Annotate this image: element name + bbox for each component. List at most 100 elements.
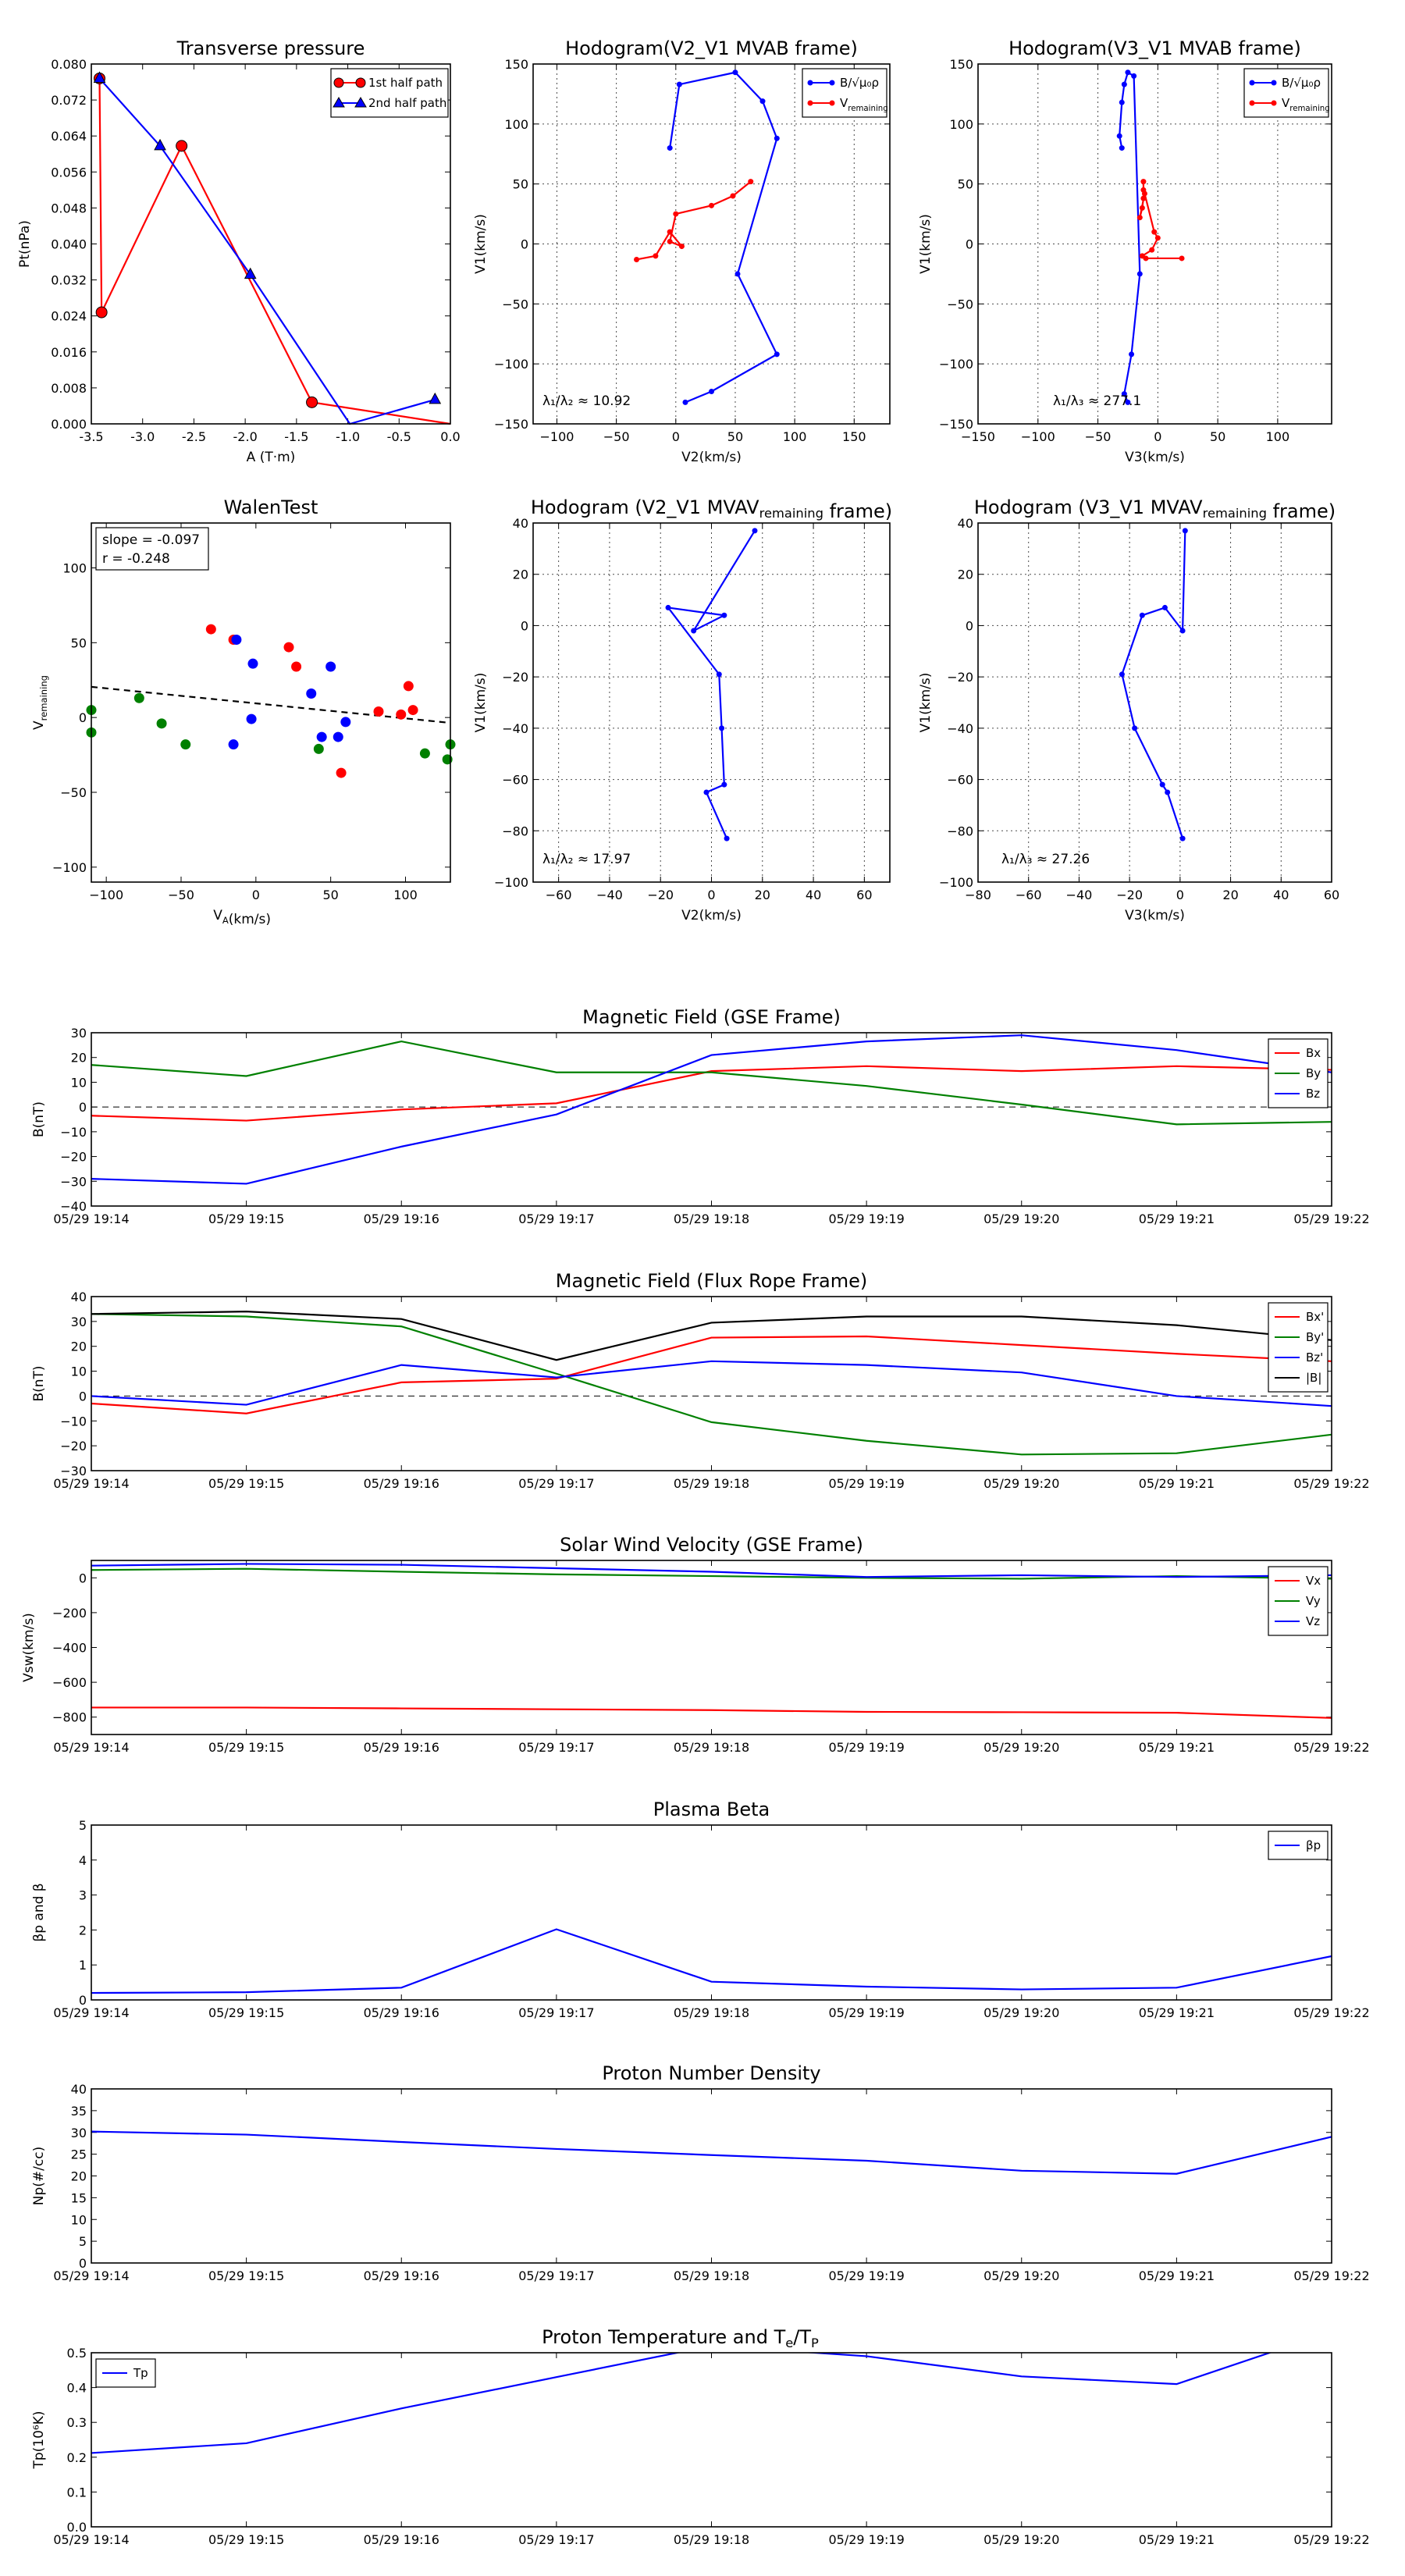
- y-tick-label: 5: [79, 1818, 87, 1833]
- x-tick-label: 05/29 19:17: [518, 2268, 594, 2283]
- x-tick-label: 05/29 19:17: [518, 1212, 594, 1226]
- x-tick-label: 0: [707, 888, 715, 902]
- data-point: [667, 229, 673, 235]
- transverse-pressure-chart: -3.5 -3.0 -2.5 -2.0 -1.5 -1.0 -0.5 0.0 0.000 0.00…: [17, 37, 461, 465]
- legend-label: βp: [1306, 1838, 1321, 1852]
- x-tick-label: 100: [393, 888, 418, 902]
- x-tick-label: 05/29 19:15: [208, 2532, 284, 2547]
- y-axis-label: Pt(nPa): [17, 220, 33, 268]
- y-tick-label: 40: [71, 2082, 87, 2097]
- y-tick-label: 50: [513, 177, 528, 192]
- series-line: [1119, 71, 1141, 403]
- y-axis-label: V1(km/s): [918, 673, 934, 733]
- y-tick-label: −40: [60, 1199, 87, 1214]
- data-point: [1151, 229, 1158, 235]
- y-tick-label: 10: [71, 1075, 87, 1090]
- legend-label: |B|: [1306, 1371, 1321, 1385]
- plot-frame: [91, 2352, 1332, 2528]
- data-point: [1154, 235, 1161, 241]
- x-tick-label: 05/29 19:14: [53, 1476, 129, 1491]
- y-tick-label: −60: [502, 773, 528, 788]
- data-point: [306, 688, 317, 699]
- data-point: [703, 789, 710, 795]
- x-tick-label: 0: [252, 888, 260, 902]
- y-tick-label: 0.2: [67, 2450, 87, 2465]
- y-tick-label: 20: [71, 1051, 87, 1066]
- series-line: [98, 78, 451, 425]
- y-tick-label: −100: [494, 357, 528, 372]
- data-point: [176, 140, 188, 152]
- y-tick-label: 35: [71, 2104, 87, 2119]
- x-tick-label: 05/29 19:16: [364, 2268, 439, 2283]
- series-line: [636, 180, 752, 261]
- x-tick-label: -3.0: [130, 429, 155, 444]
- x-tick-label: 40: [806, 888, 821, 902]
- y-tick-label: 0: [79, 1100, 87, 1115]
- chart-title: Hodogram(V2_V1 MVAB frame): [565, 37, 858, 59]
- x-tick-label: 05/29 19:22: [1293, 2268, 1369, 2283]
- data-point: [93, 71, 106, 83]
- y-tick-label: 0: [79, 1993, 87, 2008]
- legend-marker: [1249, 100, 1255, 106]
- x-tick-label: −60: [1016, 888, 1042, 902]
- legend-marker: [354, 97, 367, 108]
- data-point: [682, 399, 688, 405]
- y-tick-label: 0.040: [51, 237, 87, 252]
- x-tick-label: 05/29 19:21: [1139, 2268, 1215, 2283]
- y-tick-label: −50: [502, 297, 528, 311]
- x-tick-label: -2.5: [182, 429, 206, 444]
- x-tick-label: 50: [322, 888, 338, 902]
- x-tick-label: 05/29 19:22: [1293, 2005, 1369, 2020]
- y-tick-label: −60: [947, 773, 973, 788]
- x-tick-label: 05/29 19:16: [364, 2005, 439, 2020]
- x-tick-label: 05/29 19:16: [364, 1740, 439, 1755]
- data-point: [1119, 671, 1125, 678]
- data-point: [419, 748, 430, 759]
- x-tick-label: 60: [856, 888, 872, 902]
- data-point: [730, 193, 736, 199]
- y-tick-label: −100: [939, 357, 973, 372]
- plot-area: [91, 1928, 1332, 1994]
- data-point: [95, 306, 108, 318]
- y-tick-label: 40: [513, 516, 528, 531]
- y-tick-label: −10: [60, 1414, 87, 1429]
- y-tick-label: 2: [79, 1923, 87, 1937]
- y-tick-label: −30: [60, 1464, 87, 1478]
- slope-text: slope = -0.097: [102, 532, 200, 548]
- series-line: [91, 1563, 1332, 1578]
- x-tick-label: 20: [755, 888, 770, 902]
- series-line: [91, 1360, 1332, 1407]
- data-point: [1129, 351, 1135, 358]
- data-point: [676, 81, 682, 87]
- plot-area: [91, 1311, 1332, 1456]
- y-axis-label: Tp(10⁶K): [31, 2411, 47, 2469]
- y-tick-label: 0.056: [51, 165, 87, 180]
- legend-marker: [1271, 80, 1277, 86]
- y-tick-label: 100: [949, 117, 973, 132]
- data-point: [1121, 391, 1127, 397]
- x-tick-label: −50: [603, 429, 630, 444]
- series-line: [91, 1065, 1332, 1122]
- data-point: [306, 396, 318, 408]
- data-point: [678, 244, 685, 250]
- data-point: [403, 681, 414, 692]
- data-point: [205, 624, 216, 635]
- y-tick-label: 0: [79, 1389, 87, 1404]
- x-tick-label: 0.0: [440, 429, 460, 444]
- x-tick-label: 05/29 19:18: [674, 2268, 749, 2283]
- y-tick-label: 20: [958, 568, 973, 582]
- chart-title: Hodogram(V3_V1 MVAB frame): [1008, 37, 1301, 59]
- legend-label: Bx: [1306, 1046, 1321, 1060]
- x-tick-label: 05/29 19:21: [1139, 1740, 1215, 1755]
- x-tick-label: 05/29 19:20: [984, 2532, 1059, 2547]
- x-tick-label: −80: [965, 888, 991, 902]
- legend-label: By': [1306, 1330, 1324, 1344]
- x-axis-label: V3(km/s): [1125, 908, 1185, 923]
- data-point: [396, 709, 407, 720]
- plot-area: [91, 1563, 1332, 1719]
- y-tick-label: 20: [513, 568, 528, 582]
- x-tick-label: 50: [727, 429, 743, 444]
- y-tick-label: −600: [52, 1675, 87, 1690]
- data-point: [180, 739, 191, 750]
- x-tick-label: 05/29 19:17: [518, 1476, 594, 1491]
